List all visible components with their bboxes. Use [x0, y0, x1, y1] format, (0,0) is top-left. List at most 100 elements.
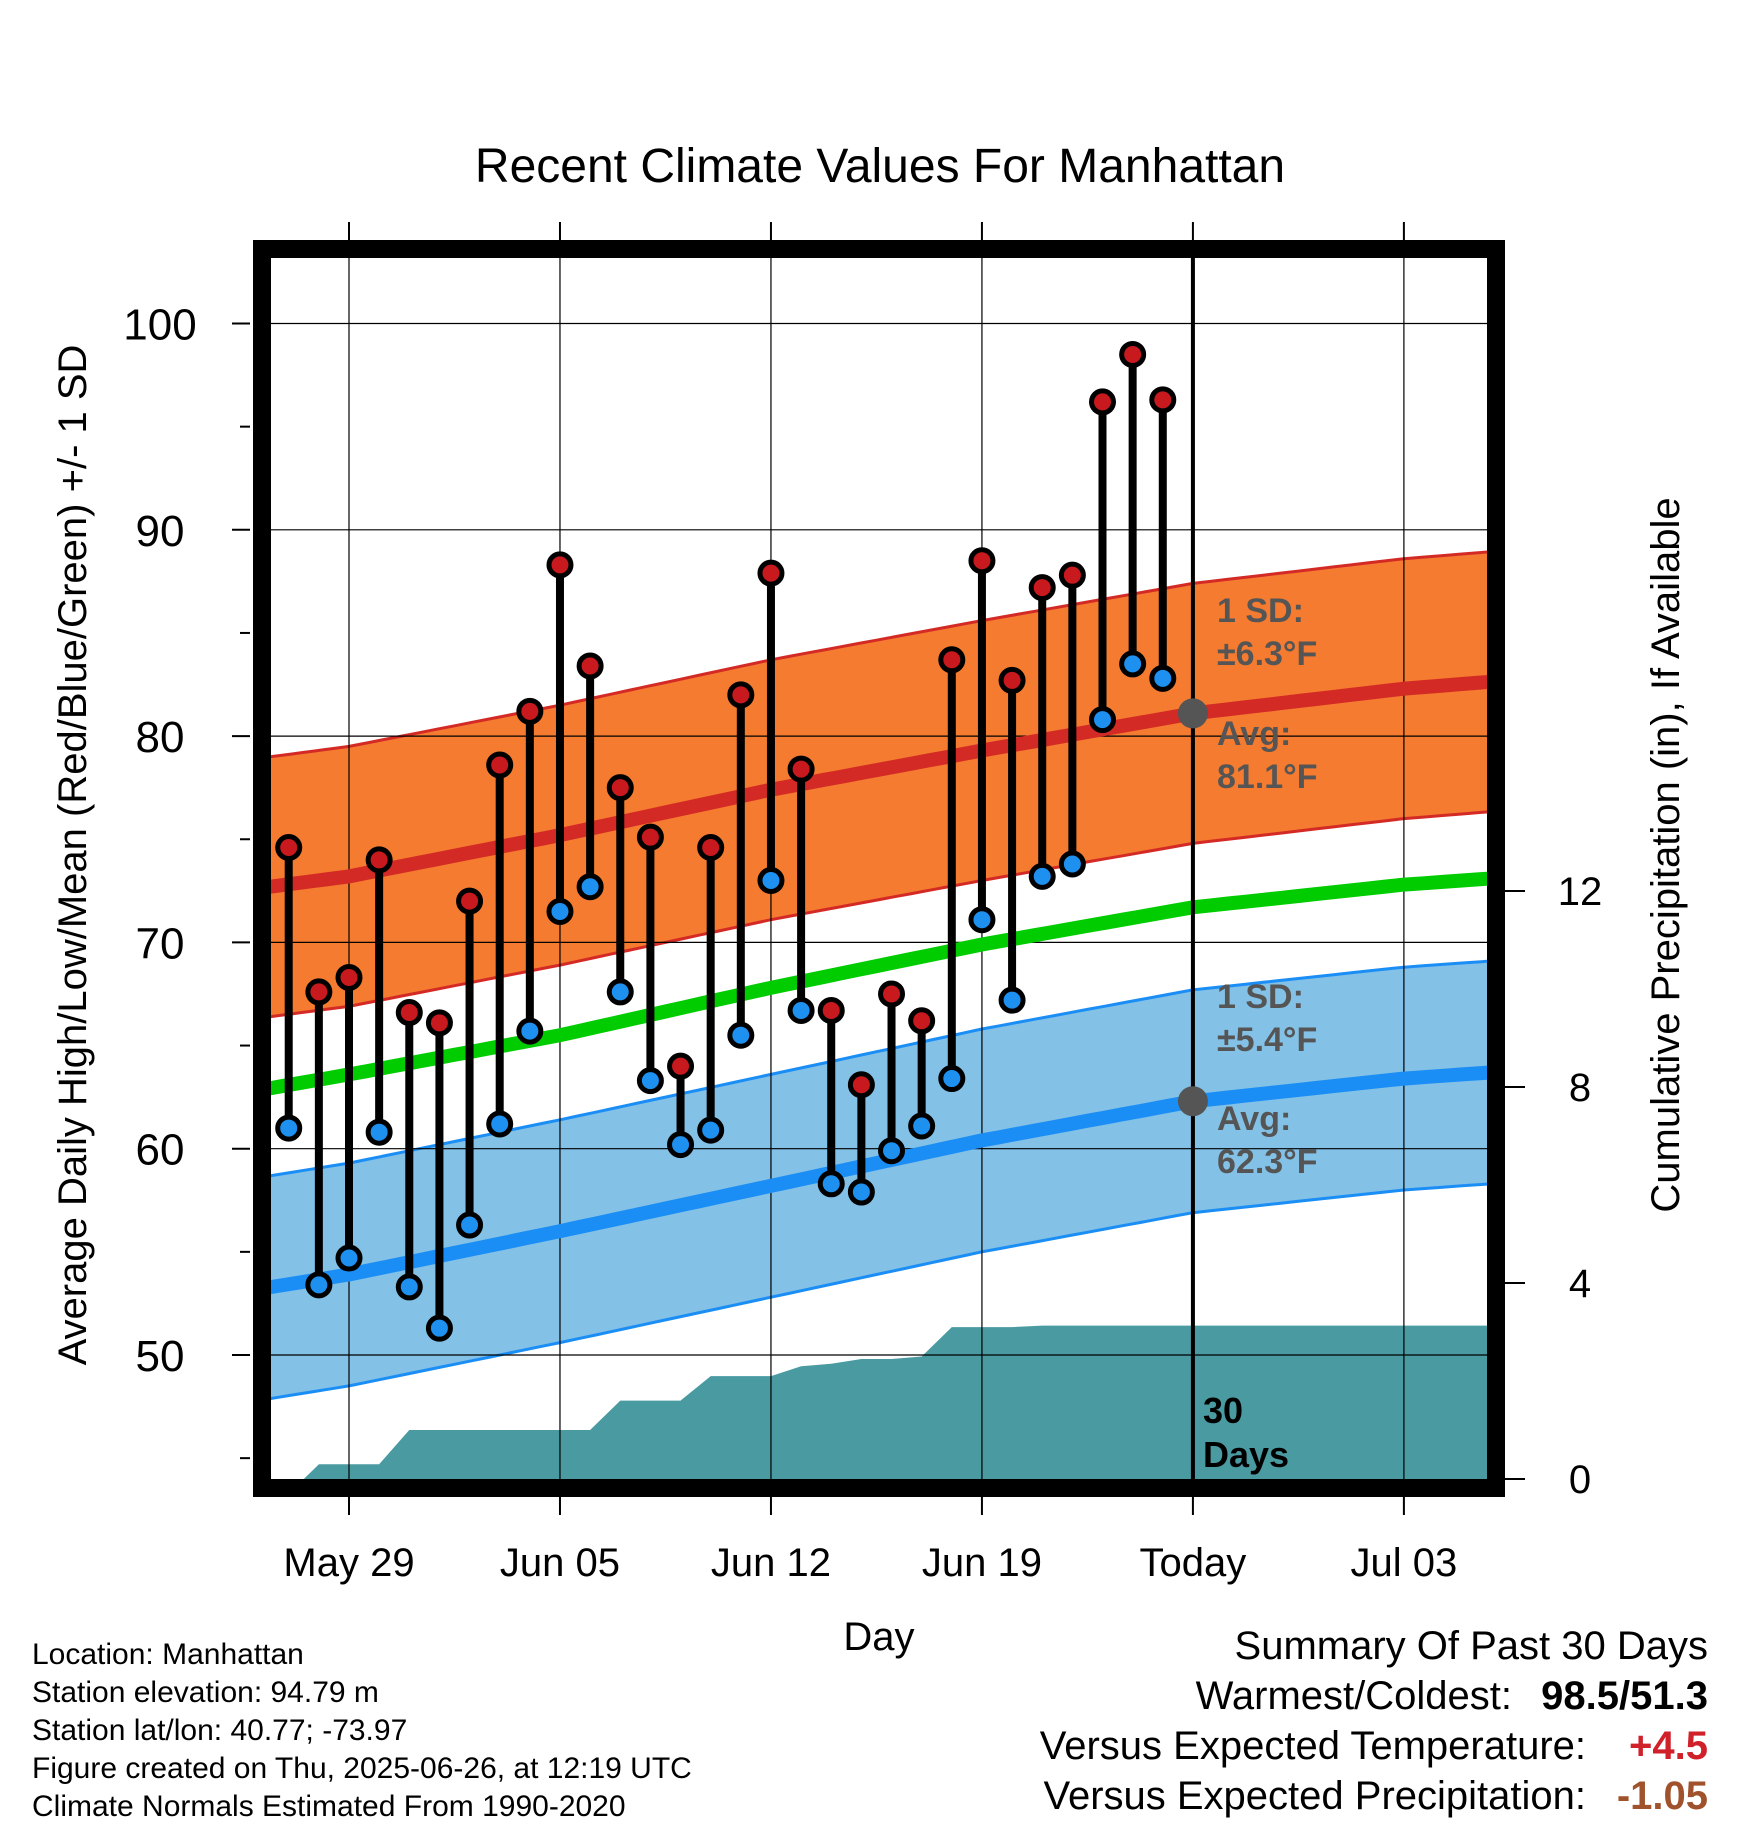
daily-high-point — [275, 834, 303, 862]
daily-low-point — [516, 1017, 544, 1045]
daily-high-point — [908, 1007, 936, 1035]
precip-area — [271, 1325, 1487, 1479]
daily-low-point — [757, 867, 785, 895]
info-location: Location: Manhattan — [32, 1638, 304, 1671]
daily-high-point — [787, 755, 815, 783]
high-band-lower — [271, 810, 1487, 1019]
daily-low-point — [365, 1118, 393, 1146]
daily-low-point — [1028, 862, 1056, 890]
daily-high-point — [1028, 574, 1056, 602]
summary-warmest: Warmest/Coldest: 98.5/51.3 — [1196, 1674, 1708, 1719]
daily-high-point — [576, 652, 604, 680]
daily-high-point — [516, 697, 544, 725]
x-tick-label: May 29 — [283, 1541, 414, 1585]
info-latlon: Station lat/lon: 40.77; -73.97 — [32, 1714, 408, 1747]
plot-area — [271, 258, 1487, 1479]
daily-low-point — [847, 1178, 875, 1206]
daily-low-point — [998, 986, 1026, 1014]
today-low-avg-marker — [1177, 1086, 1208, 1117]
high-avg-value: 81.1°F — [1217, 758, 1318, 796]
plot-frame — [253, 240, 1505, 1497]
daily-low-point — [908, 1112, 936, 1140]
daily-low-point — [456, 1211, 484, 1239]
summary-warmest-label: Warmest/Coldest: — [1195, 1674, 1512, 1718]
y-tick-label: 80 — [136, 713, 185, 762]
info-normals: Climate Normals Estimated From 1990-2020 — [32, 1790, 626, 1823]
daily-low-point — [727, 1021, 755, 1049]
y2-axis-label: Cumulative Precipitation (in), If Availa… — [1644, 497, 1688, 1212]
normal-low-line — [271, 1065, 1487, 1295]
daily-high-point — [486, 751, 514, 779]
daily-high-point — [1149, 386, 1177, 414]
summary-precip: Versus Expected Precipitation: -1.05 — [1043, 1774, 1708, 1819]
daily-high-point — [365, 846, 393, 874]
info-elevation: Station elevation: 94.79 m — [32, 1676, 379, 1709]
daily-high-point — [335, 963, 363, 991]
summary-precip-value: -1.05 — [1616, 1774, 1708, 1818]
summary-warmest-value: 98.5/51.3 — [1541, 1674, 1708, 1718]
daily-high-point — [1058, 561, 1086, 589]
high-annotation: 1 SD: ±6.3°F Avg: 81.1°F — [1217, 592, 1318, 796]
daily-low-point — [1149, 664, 1177, 692]
daily-high-point — [425, 1009, 453, 1037]
daily-high-point — [546, 551, 574, 579]
summary-title: Summary Of Past 30 Days — [1234, 1624, 1708, 1668]
daily-low-point — [305, 1271, 333, 1299]
daily-high-point — [395, 999, 423, 1027]
daily-low-point — [697, 1116, 725, 1144]
daily-high-point — [667, 1052, 695, 1080]
daily-low-point — [1119, 650, 1147, 678]
daily-low-point — [486, 1110, 514, 1138]
y-tick-label: 50 — [136, 1332, 185, 1381]
daily-high-point — [878, 980, 906, 1008]
daily-high-point — [305, 978, 333, 1006]
daily-high-point — [1119, 340, 1147, 368]
y-axis-label: Average Daily High/Low/Mean (Red/Blue/Gr… — [51, 345, 95, 1366]
daily-high-point — [606, 774, 634, 802]
high-sd-label: 1 SD: — [1217, 592, 1304, 630]
daily-low-point — [636, 1067, 664, 1095]
y-tick-label: 70 — [136, 919, 185, 968]
daily-low-point — [576, 873, 604, 901]
daily-low-point — [335, 1244, 363, 1272]
high-band — [271, 552, 1487, 1017]
today-days-label: 30 Days — [1203, 1390, 1289, 1475]
daily-low-point — [667, 1131, 695, 1159]
daily-low-point — [275, 1114, 303, 1142]
y-tick-label: 60 — [136, 1126, 185, 1175]
y-tick-label: 100 — [123, 301, 196, 350]
daily-high-point — [1089, 388, 1116, 416]
summary-temp-value: +4.5 — [1629, 1724, 1708, 1768]
daily-low-point — [606, 978, 634, 1006]
daily-high-point — [847, 1071, 875, 1099]
summary-precip-label: Versus Expected Precipitation: — [1043, 1774, 1586, 1818]
x-tick-label: Today — [1140, 1541, 1247, 1585]
low-band-upper — [271, 959, 1487, 1178]
x-axis-label: Day — [843, 1615, 914, 1659]
daily-low-point — [1058, 850, 1086, 878]
normal-mean-line — [271, 871, 1487, 1096]
x-tick-label: Jun 19 — [922, 1541, 1042, 1585]
x-tick-label: Jul 03 — [1351, 1541, 1458, 1585]
low-avg-value: 62.3°F — [1217, 1143, 1318, 1181]
high-avg-label: Avg: — [1217, 715, 1291, 753]
low-band-lower — [271, 1182, 1487, 1400]
summary-temp: Versus Expected Temperature: +4.5 — [1040, 1724, 1708, 1769]
daily-high-point — [456, 887, 484, 915]
daily-high-point — [998, 666, 1026, 694]
daily-high-point — [727, 681, 755, 709]
low-sd-value: ±5.4°F — [1217, 1021, 1317, 1059]
daily-low-point — [817, 1170, 845, 1198]
daily-low-point — [425, 1314, 453, 1342]
daily-low-point — [878, 1137, 906, 1165]
high-sd-value: ±6.3°F — [1217, 635, 1317, 673]
y2-tick-label: 12 — [1558, 870, 1603, 914]
today-high-avg-marker — [1177, 698, 1208, 729]
daily-low-point — [546, 897, 574, 925]
daily-low-point — [787, 996, 815, 1024]
low-band — [271, 961, 1487, 1399]
daily-low-point — [1089, 706, 1116, 734]
y-tick-label: 90 — [136, 507, 185, 556]
x-tick-label: Jun 12 — [711, 1541, 831, 1585]
y2-tick-label: 8 — [1569, 1066, 1591, 1110]
